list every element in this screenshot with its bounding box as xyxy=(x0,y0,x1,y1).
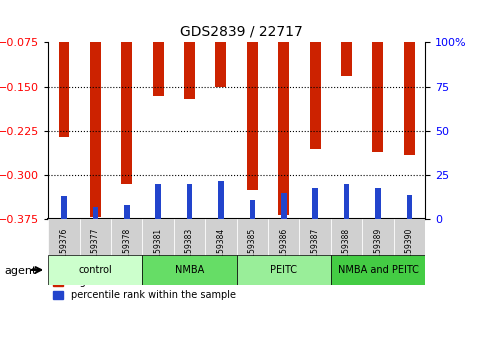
Bar xyxy=(58,42,70,137)
Bar xyxy=(404,42,415,155)
Text: GSM159376: GSM159376 xyxy=(59,227,69,274)
Bar xyxy=(247,42,258,190)
Text: GDS2839 / 22717: GDS2839 / 22717 xyxy=(180,25,303,39)
FancyBboxPatch shape xyxy=(142,255,237,285)
FancyBboxPatch shape xyxy=(394,219,425,273)
FancyBboxPatch shape xyxy=(80,219,111,273)
Text: GSM159388: GSM159388 xyxy=(342,227,351,274)
Legend: log ratio, percentile rank within the sample: log ratio, percentile rank within the sa… xyxy=(53,278,236,300)
Bar xyxy=(341,42,352,76)
Text: GSM159386: GSM159386 xyxy=(279,227,288,274)
Text: control: control xyxy=(79,265,112,275)
FancyBboxPatch shape xyxy=(299,219,331,273)
Bar xyxy=(215,42,227,87)
FancyBboxPatch shape xyxy=(331,255,425,285)
Text: GSM159378: GSM159378 xyxy=(122,227,131,274)
FancyBboxPatch shape xyxy=(268,219,299,273)
FancyBboxPatch shape xyxy=(331,219,362,273)
Bar xyxy=(344,184,349,219)
Text: GSM159384: GSM159384 xyxy=(216,227,226,274)
Bar xyxy=(153,42,164,96)
Bar xyxy=(121,42,132,184)
Text: GSM159387: GSM159387 xyxy=(311,227,320,274)
Text: agent: agent xyxy=(5,266,37,276)
Bar xyxy=(310,42,321,149)
Bar xyxy=(218,181,224,219)
Bar xyxy=(278,42,289,215)
Text: GSM159389: GSM159389 xyxy=(373,227,383,274)
Bar xyxy=(90,42,101,217)
Text: GSM159390: GSM159390 xyxy=(405,227,414,274)
FancyBboxPatch shape xyxy=(362,219,394,273)
FancyBboxPatch shape xyxy=(48,219,80,273)
Bar xyxy=(375,188,381,219)
Bar xyxy=(184,42,195,98)
Bar xyxy=(61,196,67,219)
Bar xyxy=(281,193,286,219)
Text: GSM159383: GSM159383 xyxy=(185,227,194,274)
Text: GSM159377: GSM159377 xyxy=(91,227,100,274)
Text: GSM159381: GSM159381 xyxy=(154,227,163,274)
Bar xyxy=(93,207,98,219)
Bar xyxy=(187,184,192,219)
Bar xyxy=(313,188,318,219)
Text: NMBA and PEITC: NMBA and PEITC xyxy=(338,265,418,275)
FancyBboxPatch shape xyxy=(174,219,205,273)
Bar xyxy=(156,184,161,219)
FancyBboxPatch shape xyxy=(48,255,142,285)
Text: GSM159385: GSM159385 xyxy=(248,227,257,274)
FancyBboxPatch shape xyxy=(142,219,174,273)
Text: NMBA: NMBA xyxy=(175,265,204,275)
Bar xyxy=(372,42,384,152)
FancyBboxPatch shape xyxy=(237,255,331,285)
Bar xyxy=(124,205,129,219)
FancyBboxPatch shape xyxy=(237,219,268,273)
FancyBboxPatch shape xyxy=(111,219,142,273)
Bar xyxy=(407,195,412,219)
FancyBboxPatch shape xyxy=(205,219,237,273)
Bar xyxy=(250,200,255,219)
Text: PEITC: PEITC xyxy=(270,265,297,275)
